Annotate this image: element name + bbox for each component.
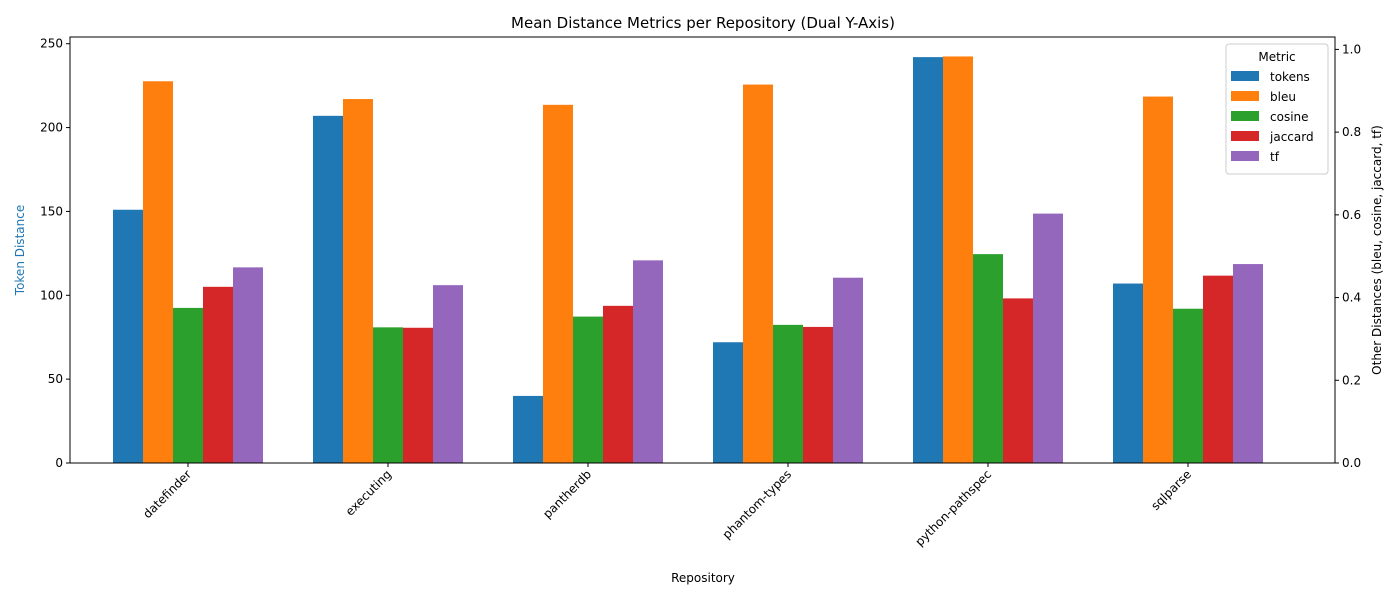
- x-tick-label-python-pathspec: python-pathspec: [912, 467, 994, 549]
- legend-label-tf: tf: [1270, 150, 1280, 164]
- bar-bleu-pantherdb: [543, 104, 573, 463]
- left-axis-ticks: 0 50 100 150 200 250: [40, 37, 70, 470]
- legend-swatch-tokens: [1231, 71, 1259, 81]
- bar-tf-datefinder: [233, 267, 263, 463]
- bar-tf-pantherdb: [633, 260, 663, 463]
- bar-cosine-sqlparse: [1173, 308, 1203, 463]
- left-tick-label: 50: [48, 372, 63, 386]
- bar-jaccard-sqlparse: [1203, 275, 1233, 463]
- legend-label-tokens: tokens: [1270, 70, 1310, 84]
- left-tick-label: 100: [40, 288, 63, 302]
- x-tick-label-datefinder: datefinder: [140, 467, 194, 521]
- legend: Metric tokens bleu cosine jaccard tf: [1225, 43, 1329, 175]
- bar-tokens-sqlparse: [1113, 283, 1143, 463]
- bar-tokens-phantom-types: [713, 342, 743, 463]
- x-tick-label-executing: executing: [343, 467, 394, 518]
- legend-swatch-jaccard: [1231, 131, 1259, 141]
- left-tick-label: 0: [55, 456, 63, 470]
- bars-layer: [113, 56, 1263, 464]
- bar-bleu-python-pathspec: [943, 56, 973, 463]
- bar-tf-sqlparse: [1233, 264, 1263, 463]
- bar-bleu-sqlparse: [1143, 96, 1173, 463]
- right-axis-label: Other Distances (bleu, cosine, jaccard, …: [1370, 125, 1384, 375]
- bar-cosine-datefinder: [173, 307, 203, 463]
- bar-cosine-pantherdb: [573, 316, 603, 463]
- bar-bleu-phantom-types: [743, 84, 773, 463]
- right-axis-ticks: 0.0 0.2 0.4 0.6 0.8 1.0: [1335, 42, 1361, 470]
- right-tick-label: 1.0: [1342, 42, 1361, 56]
- x-tick-label-pantherdb: pantherdb: [540, 467, 594, 521]
- x-tick-label-sqlparse: sqlparse: [1148, 467, 1194, 513]
- left-tick-label: 250: [40, 37, 63, 51]
- right-tick-label: 0.6: [1342, 208, 1361, 222]
- left-tick-label: 150: [40, 204, 63, 218]
- legend-items: tokens bleu cosine jaccard tf: [1231, 70, 1314, 164]
- legend-label-cosine: cosine: [1270, 110, 1309, 124]
- legend-swatch-bleu: [1231, 91, 1259, 101]
- bar-tf-phantom-types: [833, 277, 863, 463]
- legend-title: Metric: [1258, 50, 1295, 64]
- bar-jaccard-python-pathspec: [1003, 298, 1033, 463]
- bar-jaccard-pantherdb: [603, 305, 633, 463]
- legend-swatch-tf: [1231, 151, 1259, 161]
- bar-cosine-phantom-types: [773, 324, 803, 463]
- bar-bleu-executing: [343, 99, 373, 464]
- bar-tokens-python-pathspec: [913, 57, 943, 464]
- legend-swatch-cosine: [1231, 111, 1259, 121]
- bar-bleu-datefinder: [143, 81, 173, 464]
- x-axis-label: Repository: [671, 571, 735, 585]
- left-tick-label: 200: [40, 121, 63, 135]
- right-tick-label: 0.8: [1342, 125, 1361, 139]
- bar-jaccard-executing: [403, 327, 433, 463]
- bar-tokens-datefinder: [113, 209, 143, 463]
- legend-label-bleu: bleu: [1270, 90, 1296, 104]
- plot-frame: [69, 36, 1336, 464]
- bar-jaccard-datefinder: [203, 286, 233, 463]
- bar-tokens-pantherdb: [513, 395, 543, 463]
- bar-tf-python-pathspec: [1033, 213, 1063, 463]
- right-tick-label: 0.0: [1342, 456, 1361, 470]
- x-tick-label-phantom-types: phantom-types: [720, 467, 794, 541]
- chart-title: Mean Distance Metrics per Repository (Du…: [511, 14, 895, 32]
- bar-jaccard-phantom-types: [803, 326, 833, 463]
- legend-label-jaccard: jaccard: [1269, 130, 1314, 144]
- right-tick-label: 0.2: [1342, 373, 1361, 387]
- bar-cosine-python-pathspec: [973, 254, 1003, 463]
- x-axis-ticks: datefinder executing pantherdb phantom-type…: [140, 463, 1194, 549]
- left-axis-label: Token Distance: [13, 205, 27, 296]
- bar-tokens-executing: [313, 115, 343, 463]
- right-tick-label: 0.4: [1342, 291, 1361, 305]
- bar-cosine-executing: [373, 327, 403, 463]
- bar-tf-executing: [433, 285, 463, 463]
